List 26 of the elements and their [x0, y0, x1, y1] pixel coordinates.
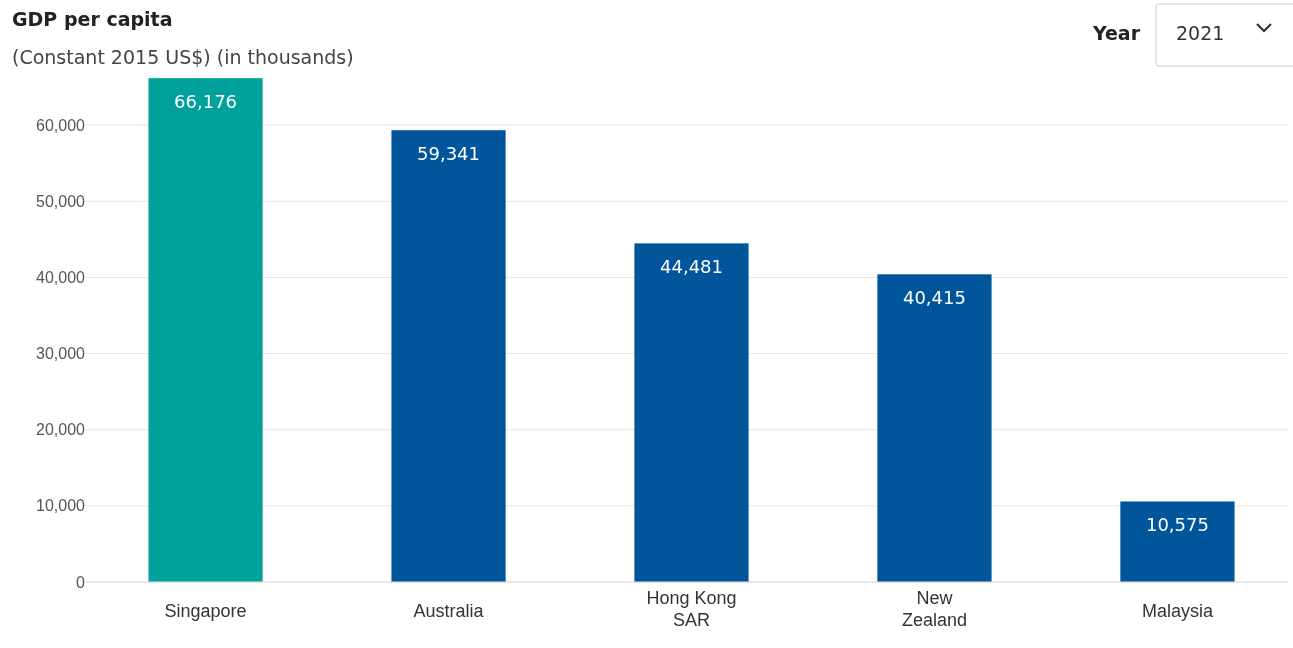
data-label: 66,176: [174, 91, 238, 113]
x-tick-label: Singapore: [164, 600, 247, 621]
y-tick-label: 0: [76, 573, 86, 591]
x-tick-label: Australia: [413, 600, 485, 621]
data-label: 44,481: [660, 256, 723, 278]
bar: [1120, 501, 1235, 582]
y-tick-label: 60,000: [36, 116, 86, 134]
chart-subtitle: (Constant 2015 US$) (in thousands): [12, 46, 354, 68]
x-tick-label: Malaysia: [1141, 600, 1214, 621]
bar: [634, 243, 749, 582]
text: 2021: [1176, 22, 1225, 44]
text: Year: [1091, 22, 1141, 44]
bar: [391, 130, 506, 582]
data-label: 10,575: [1145, 514, 1209, 536]
y-tick-label: 10,000: [36, 497, 86, 515]
y-tick-label: 20,000: [36, 421, 86, 439]
x-tick-label: Hong Kong SAR: [646, 588, 737, 630]
y-tick-label: 30,000: [36, 345, 86, 363]
y-tick-label: 50,000: [36, 192, 86, 210]
x-tick-label: New Zealand: [901, 588, 967, 630]
y-tick-label: 40,000: [36, 269, 86, 287]
data-label: 59,341: [417, 143, 481, 165]
bar: [877, 274, 992, 582]
bar: [148, 78, 263, 582]
data-label: 40,415: [902, 287, 966, 309]
chart-title: GDP per capita: [12, 8, 173, 30]
